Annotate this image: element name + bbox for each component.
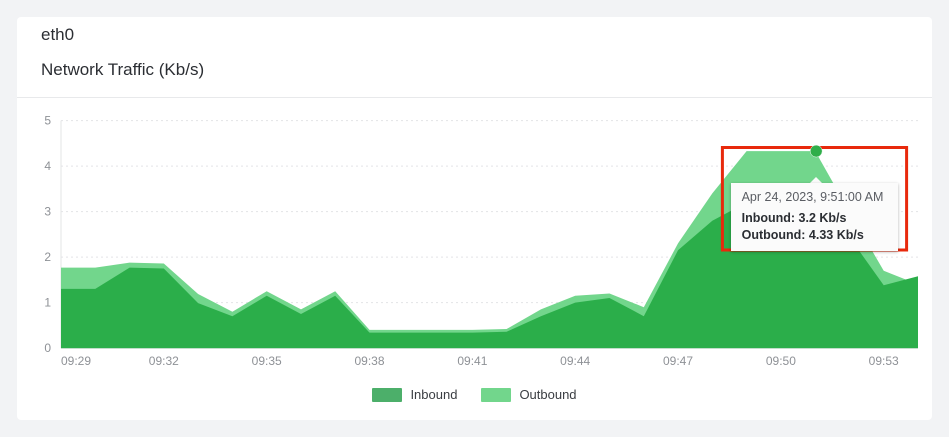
svg-text:1: 1 <box>44 296 51 310</box>
svg-text:09:44: 09:44 <box>560 354 590 368</box>
svg-text:4: 4 <box>44 159 51 173</box>
svg-text:2: 2 <box>44 250 51 264</box>
svg-text:09:35: 09:35 <box>252 354 282 368</box>
svg-text:09:32: 09:32 <box>149 354 179 368</box>
svg-text:09:29: 09:29 <box>61 354 91 368</box>
svg-text:09:50: 09:50 <box>766 354 796 368</box>
svg-text:09:38: 09:38 <box>354 354 384 368</box>
svg-text:09:41: 09:41 <box>457 354 487 368</box>
svg-text:0: 0 <box>44 341 51 355</box>
svg-text:09:53: 09:53 <box>869 354 899 368</box>
svg-text:5: 5 <box>44 114 51 128</box>
svg-text:3: 3 <box>44 205 51 219</box>
svg-text:09:47: 09:47 <box>663 354 693 368</box>
